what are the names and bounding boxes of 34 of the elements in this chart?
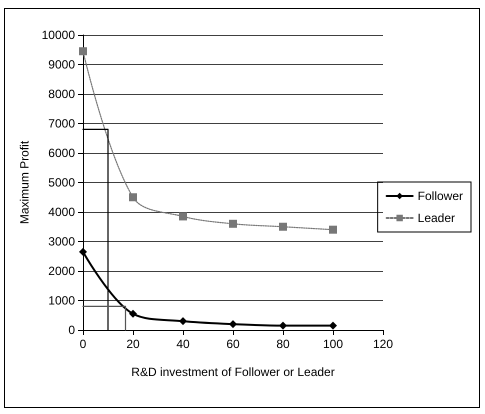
y-tick-label: 10000 xyxy=(42,28,76,42)
point xyxy=(129,193,137,202)
point xyxy=(279,322,287,330)
point xyxy=(329,226,337,234)
y-tick-label: 8000 xyxy=(48,87,76,101)
x-tick-label: 100 xyxy=(322,337,344,351)
x-tick-label: 20 xyxy=(126,337,140,351)
point xyxy=(79,47,87,56)
point xyxy=(179,212,187,220)
y-tick-label: 3000 xyxy=(48,234,76,248)
point xyxy=(179,317,187,326)
y-tick-label: 6000 xyxy=(48,146,76,160)
point xyxy=(279,222,287,231)
x-tick-label: 0 xyxy=(80,337,87,351)
legend-label: Follower xyxy=(418,189,464,203)
point xyxy=(79,248,87,256)
y-tick-label: 4000 xyxy=(48,205,76,219)
point xyxy=(329,322,337,330)
point xyxy=(229,220,237,228)
y-axis-title: Maximum Profit xyxy=(18,140,32,224)
x-axis-title: R&D investment of Follower or Leader xyxy=(131,365,335,379)
y-tick-label: 9000 xyxy=(48,58,76,72)
y-tick-label: 7000 xyxy=(48,116,76,130)
y-tick-label: 1000 xyxy=(48,294,76,308)
legend-label: Leader xyxy=(418,211,456,225)
x-tick-label: 80 xyxy=(276,337,290,351)
y-tick-label: 2000 xyxy=(48,264,76,278)
y-tick-label: 0 xyxy=(68,323,76,337)
x-tick-label: 120 xyxy=(372,337,394,351)
point xyxy=(229,320,237,328)
y-tick-label: 5000 xyxy=(48,176,76,190)
x-tick-label: 40 xyxy=(176,337,190,351)
x-tick-label: 60 xyxy=(226,337,240,351)
point xyxy=(129,310,137,318)
